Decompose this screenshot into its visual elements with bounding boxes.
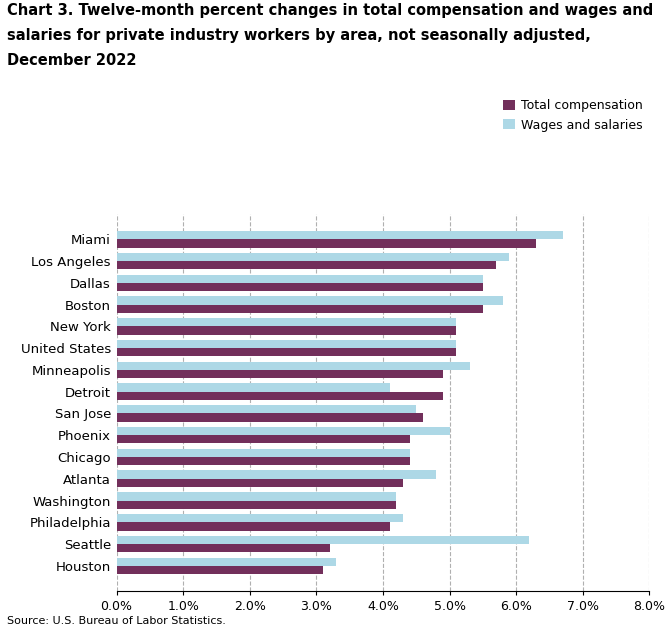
Text: December 2022: December 2022 bbox=[7, 53, 136, 69]
Text: Chart 3. Twelve-month percent changes in total compensation and wages and: Chart 3. Twelve-month percent changes in… bbox=[7, 3, 653, 18]
Legend: Total compensation, Wages and salaries: Total compensation, Wages and salaries bbox=[503, 99, 643, 131]
Bar bbox=[117, 470, 436, 479]
Bar bbox=[117, 435, 410, 443]
Bar bbox=[117, 318, 456, 326]
Bar bbox=[117, 370, 443, 378]
Bar bbox=[117, 457, 410, 465]
Bar bbox=[117, 427, 450, 435]
Bar bbox=[117, 493, 396, 501]
Bar bbox=[117, 304, 483, 313]
Bar bbox=[117, 479, 403, 487]
Bar bbox=[117, 348, 456, 357]
Bar bbox=[117, 514, 403, 522]
Bar bbox=[117, 392, 443, 400]
Bar bbox=[117, 566, 323, 574]
Text: Source: U.S. Bureau of Labor Statistics.: Source: U.S. Bureau of Labor Statistics. bbox=[7, 616, 226, 626]
Bar bbox=[117, 261, 496, 269]
Bar bbox=[117, 239, 536, 248]
Bar bbox=[117, 283, 483, 291]
Bar bbox=[117, 253, 509, 261]
Bar bbox=[117, 340, 456, 348]
Bar bbox=[117, 544, 330, 552]
Bar bbox=[117, 501, 396, 509]
Bar bbox=[117, 413, 423, 421]
Bar bbox=[117, 231, 563, 239]
Bar bbox=[117, 536, 529, 544]
Bar bbox=[117, 274, 483, 283]
Bar bbox=[117, 362, 470, 370]
Text: salaries for private industry workers by area, not seasonally adjusted,: salaries for private industry workers by… bbox=[7, 28, 591, 43]
Bar bbox=[117, 384, 390, 392]
Bar bbox=[117, 405, 416, 413]
Bar bbox=[117, 522, 390, 531]
Bar bbox=[117, 296, 503, 304]
Bar bbox=[117, 326, 456, 335]
Bar bbox=[117, 557, 336, 566]
Bar bbox=[117, 448, 410, 457]
